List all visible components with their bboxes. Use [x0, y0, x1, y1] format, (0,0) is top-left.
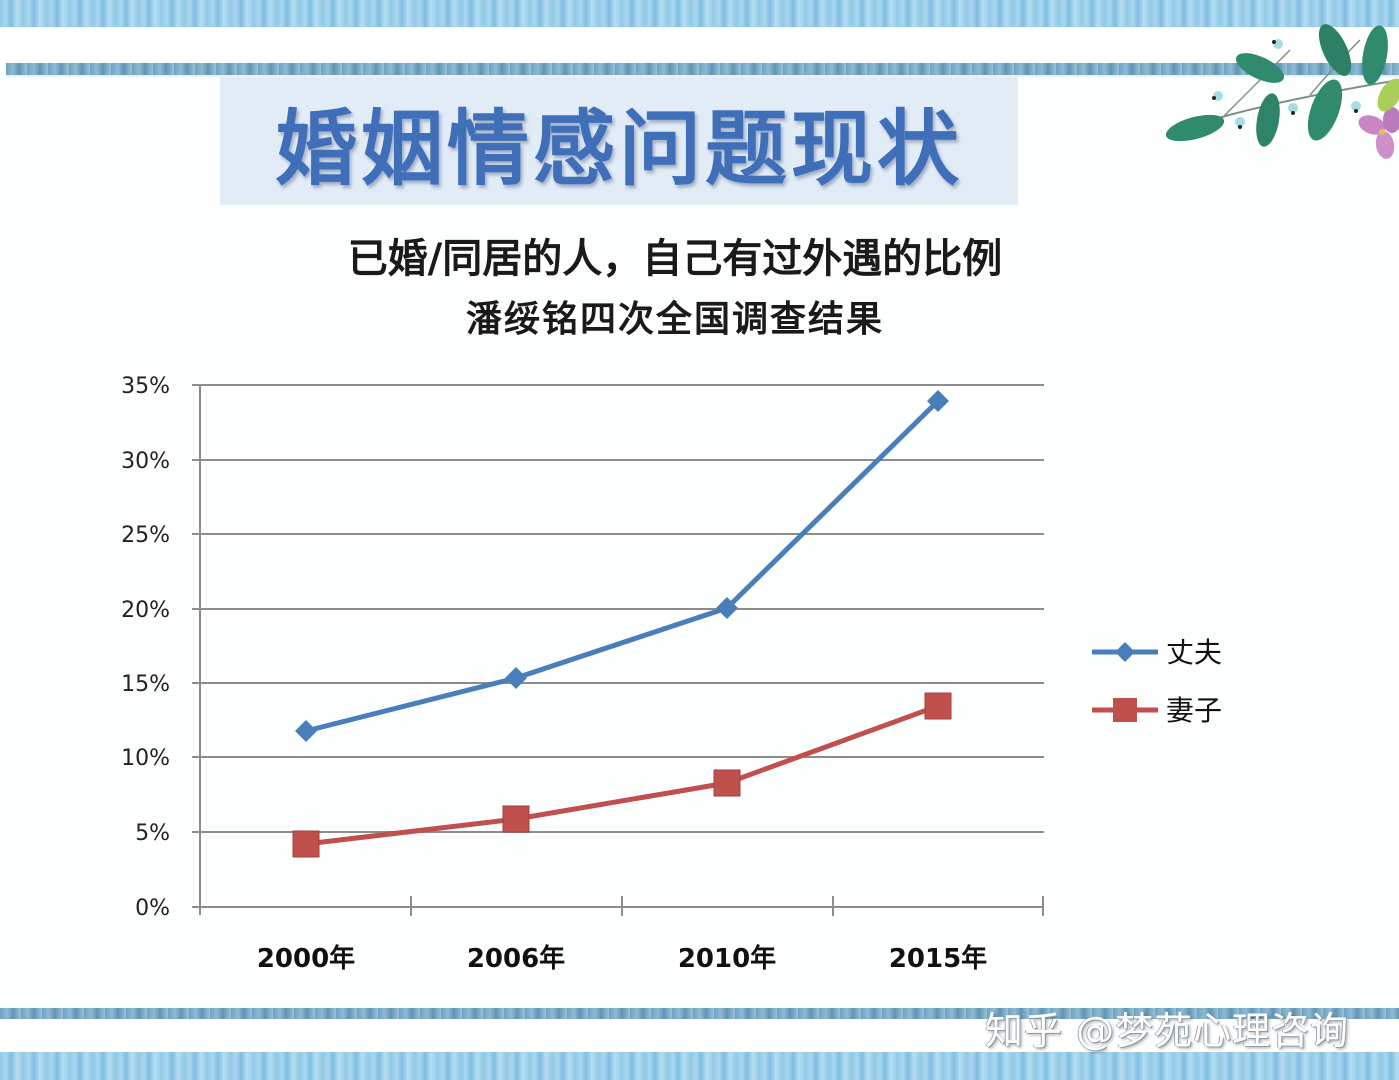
diamond-marker-icon — [716, 597, 738, 619]
top-white-strip — [0, 27, 1399, 63]
legend-label-wife: 妻子 — [1166, 694, 1222, 727]
chart-subtitle: 潘绥铭四次全国调查结果 — [465, 298, 884, 340]
bottom-white-strip — [0, 1019, 1399, 1052]
bottom-decorative-band — [0, 1052, 1399, 1080]
y-tick-label: 0% — [135, 896, 170, 921]
y-tick-label: 25% — [121, 523, 170, 548]
watermark-text: 知乎 @梦苑心理咨询 — [985, 1009, 1350, 1053]
floral-decoration-icon — [1165, 24, 1399, 159]
diamond-legend-icon — [1115, 642, 1135, 662]
series-wife — [292, 692, 952, 858]
series-husband — [295, 390, 949, 742]
legend-item-husband: 丈夫 — [1092, 636, 1222, 669]
y-tick-label: 15% — [121, 672, 170, 697]
axes — [192, 385, 1044, 916]
square-marker-icon — [502, 805, 530, 833]
y-tick-label: 5% — [135, 821, 170, 846]
diamond-marker-icon — [927, 390, 949, 412]
top-thin-band — [6, 63, 1399, 75]
slide-title: 婚姻情感问题现状 — [274, 100, 963, 197]
bottom-thin-band — [0, 1008, 1399, 1019]
chart-title: 已婚/同居的人，自己有过外遇的比例 — [347, 236, 1003, 282]
y-tick-label: 10% — [121, 746, 170, 771]
x-tick-label: 2000年 — [257, 943, 355, 974]
square-marker-icon — [292, 830, 320, 858]
top-decorative-band — [0, 0, 1399, 27]
y-axis-labels: 35% 30% 25% 20% 15% 10% 5% 0% — [121, 374, 170, 921]
x-tick-label: 2010年 — [678, 943, 776, 974]
square-legend-icon — [1113, 698, 1137, 722]
y-tick-label: 20% — [121, 598, 170, 623]
diamond-marker-icon — [295, 720, 317, 742]
gridlines — [192, 384, 1044, 833]
x-tick-label: 2006年 — [467, 943, 565, 974]
legend: 丈夫 妻子 — [1092, 636, 1222, 727]
y-tick-label: 30% — [121, 449, 170, 474]
slide-title-box: 婚姻情感问题现状 — [220, 77, 1018, 205]
x-axis-labels: 2000年 2006年 2010年 2015年 — [257, 943, 987, 974]
square-marker-icon — [924, 692, 952, 720]
legend-item-wife: 妻子 — [1092, 694, 1222, 727]
square-marker-icon — [713, 769, 741, 797]
legend-label-husband: 丈夫 — [1166, 636, 1222, 669]
y-tick-label: 35% — [121, 374, 170, 399]
diamond-marker-icon — [505, 667, 527, 689]
x-tick-label: 2015年 — [889, 943, 987, 974]
